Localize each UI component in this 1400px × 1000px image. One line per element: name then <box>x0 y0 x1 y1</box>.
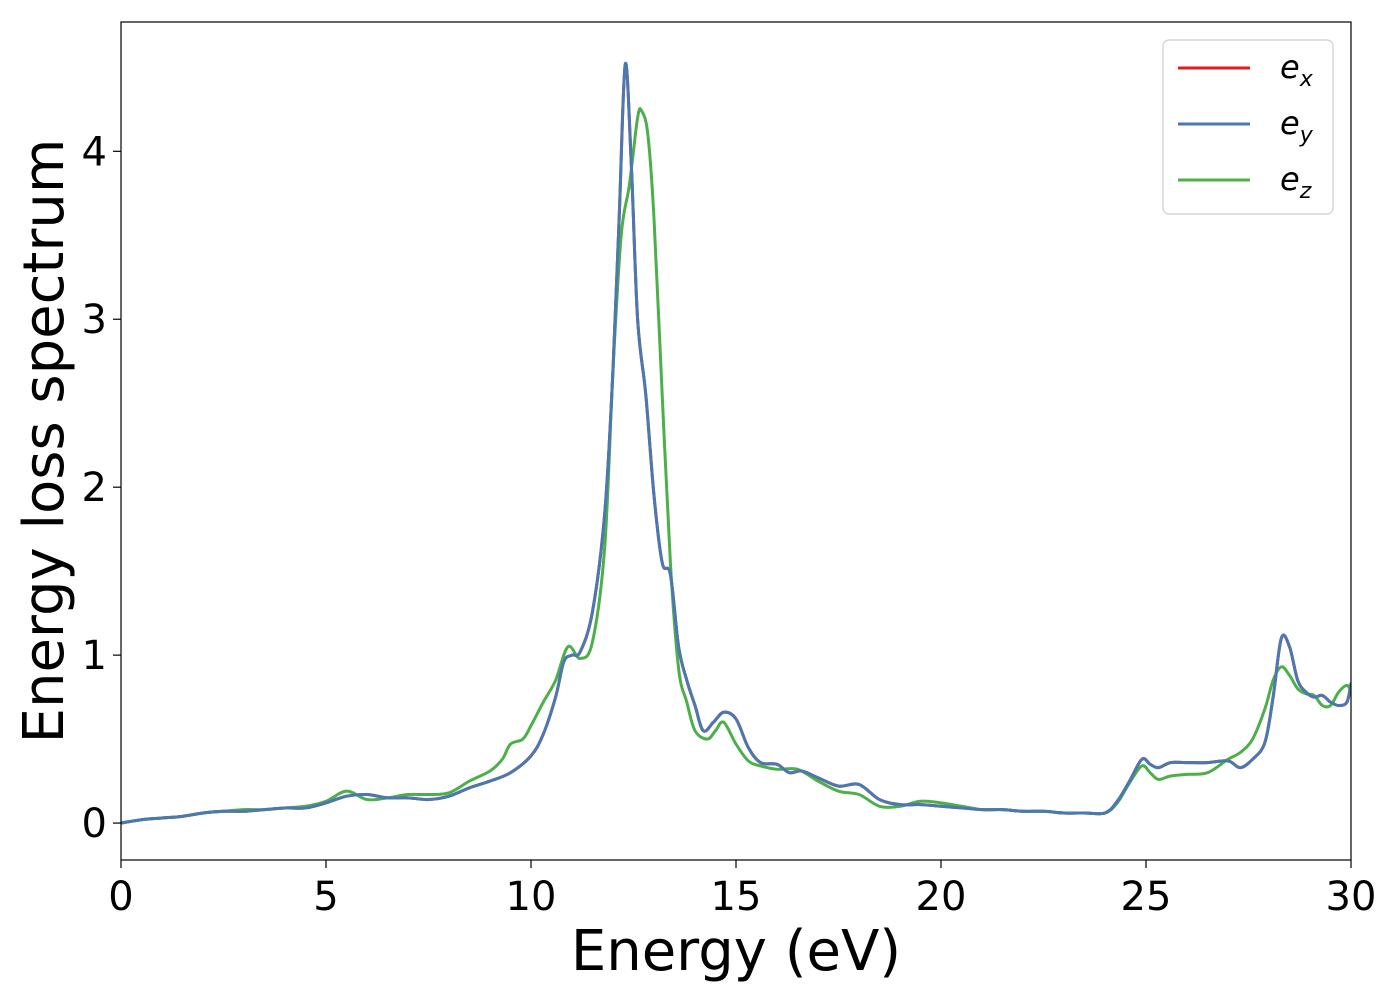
x-tick-label: 10 <box>506 874 557 920</box>
x-tick-label: 20 <box>916 874 967 920</box>
plot-lines <box>121 61 1351 825</box>
legend: ex ey ez <box>1162 39 1334 215</box>
x-tick-label: 5 <box>313 874 338 920</box>
series-line-y <box>121 61 1351 825</box>
legend-label-y: ey <box>1280 104 1314 148</box>
y-tick-label: 4 <box>82 129 107 175</box>
x-tick-label: 30 <box>1326 874 1377 920</box>
series-line-z <box>121 107 1351 825</box>
x-tick-label: 0 <box>108 874 133 920</box>
y-tick-label: 0 <box>82 801 107 847</box>
x-axis-label: Energy (eV) <box>571 919 901 984</box>
y-axis-label: Energy loss spectrum <box>12 139 77 744</box>
x-tick-label: 15 <box>711 874 762 920</box>
y-tick-label: 1 <box>82 633 107 679</box>
x-axis-ticks: 0 5 10 15 20 25 30 <box>108 860 1376 920</box>
y-tick-label: 3 <box>82 297 107 343</box>
y-axis-ticks: 0 1 2 3 4 <box>82 129 121 847</box>
legend-box <box>1162 39 1334 215</box>
legend-label-z: ez <box>1280 160 1312 204</box>
legend-label-x: ex <box>1280 48 1314 92</box>
x-tick-label: 25 <box>1121 874 1172 920</box>
y-tick-label: 2 <box>82 465 107 511</box>
